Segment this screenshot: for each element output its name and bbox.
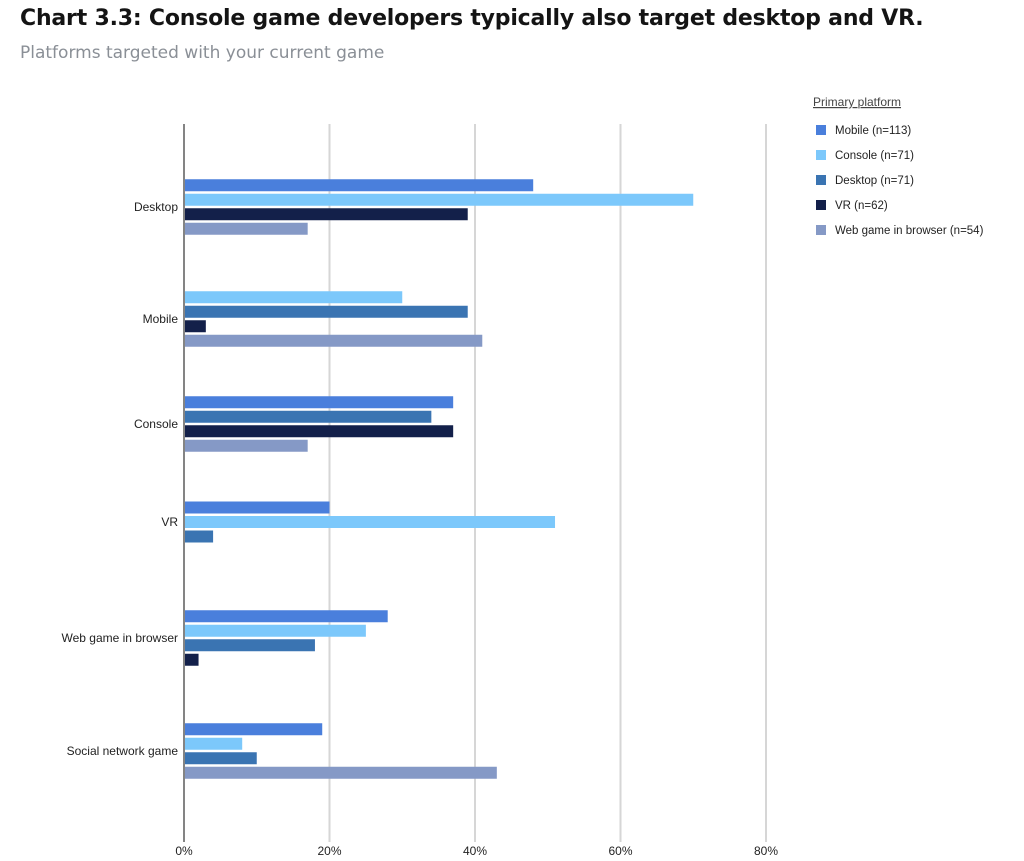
bars	[185, 179, 694, 779]
bar	[185, 766, 497, 779]
bar	[185, 410, 432, 423]
chart-subtitle: Platforms targeted with your current gam…	[20, 43, 385, 63]
legend-swatch	[816, 175, 826, 185]
legend-swatch	[816, 125, 826, 135]
category-label: Mobile	[143, 312, 179, 326]
legend-swatch	[816, 150, 826, 160]
bar	[185, 752, 257, 765]
axes: 0% 20% 40% 60% 80% Desktop Mobile Console VR Web …	[62, 124, 778, 858]
legend-label: Console (n=71)	[835, 150, 914, 162]
bar	[185, 179, 534, 192]
legend-swatch	[816, 200, 826, 210]
bar	[185, 208, 468, 221]
bar	[185, 396, 454, 409]
legend-title: Primary platform	[813, 95, 901, 109]
bar	[185, 305, 468, 318]
x-tick-label: 60%	[608, 844, 632, 858]
bar	[185, 425, 454, 438]
bar	[185, 610, 388, 623]
bar	[185, 624, 366, 637]
category-label: Social network game	[67, 744, 179, 758]
category-label: VR	[161, 515, 178, 529]
bar	[185, 639, 315, 652]
x-tick-label: 0%	[175, 844, 193, 858]
bar	[185, 222, 308, 235]
bar	[185, 334, 483, 347]
legend-label: Desktop (n=71)	[835, 175, 914, 187]
category-label: Web game in browser	[62, 631, 179, 645]
bar	[185, 530, 214, 543]
bar	[185, 737, 243, 750]
bar	[185, 439, 308, 452]
legend-label: VR (n=62)	[835, 200, 888, 212]
bar	[185, 653, 199, 666]
bar	[185, 501, 330, 514]
legend: Primary platform Mobile (n=113) Console (n…	[813, 95, 984, 237]
legend-swatch	[816, 225, 826, 235]
legend-label: Mobile (n=113)	[835, 125, 911, 137]
x-tick-label: 40%	[463, 844, 487, 858]
x-tick-label: 80%	[754, 844, 778, 858]
bar	[185, 516, 556, 528]
gridlines	[328, 124, 767, 842]
bar	[185, 291, 403, 304]
legend-label: Web game in browser (n=54)	[835, 225, 984, 237]
category-label: Console	[134, 417, 178, 431]
category-label: Desktop	[134, 200, 178, 214]
chart-title: Chart 3.3: Console game developers typic…	[20, 6, 924, 31]
bar	[185, 723, 323, 736]
bar	[185, 193, 694, 206]
bar	[185, 320, 206, 333]
x-tick-label: 20%	[317, 844, 341, 858]
